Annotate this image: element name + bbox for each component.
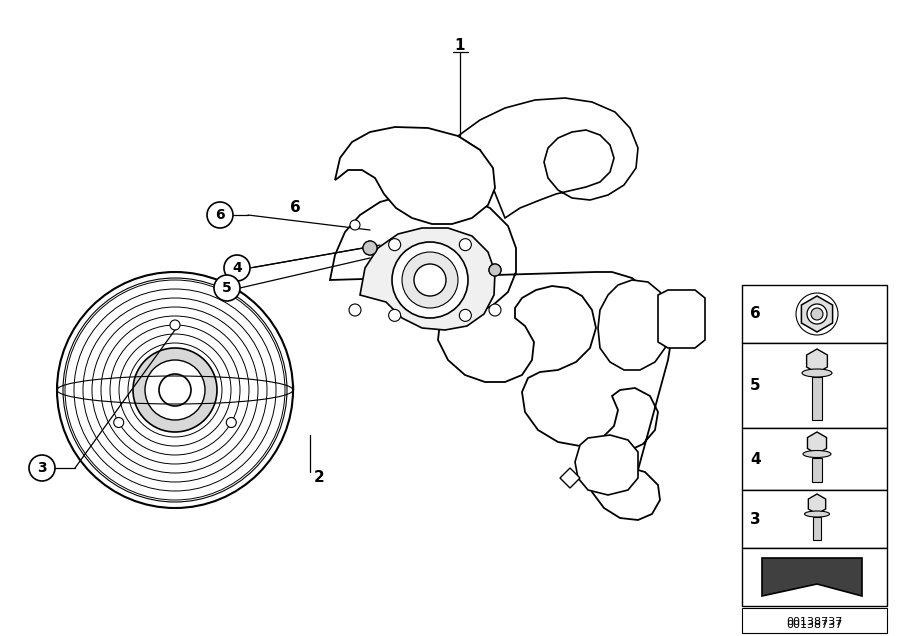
Polygon shape <box>560 468 580 488</box>
Polygon shape <box>360 228 495 330</box>
Polygon shape <box>808 494 825 514</box>
Polygon shape <box>658 290 705 348</box>
Circle shape <box>489 264 501 276</box>
Circle shape <box>363 241 377 255</box>
Bar <box>742 428 887 490</box>
Polygon shape <box>335 127 495 224</box>
Circle shape <box>159 374 191 406</box>
Text: 2: 2 <box>314 471 325 485</box>
Circle shape <box>392 242 468 318</box>
Circle shape <box>389 309 400 321</box>
Text: 00138737: 00138737 <box>787 620 842 630</box>
Bar <box>812 377 822 420</box>
Polygon shape <box>458 98 638 218</box>
Bar <box>742 548 887 606</box>
Circle shape <box>145 360 205 420</box>
Text: 6: 6 <box>290 200 301 216</box>
Text: 3: 3 <box>37 461 47 475</box>
Circle shape <box>811 308 823 320</box>
Text: 4: 4 <box>750 452 760 466</box>
Polygon shape <box>598 280 670 370</box>
Text: 6: 6 <box>215 208 225 222</box>
Polygon shape <box>801 296 832 332</box>
Bar <box>812 458 822 482</box>
Bar <box>742 608 887 633</box>
Bar <box>813 517 821 540</box>
Circle shape <box>489 304 501 316</box>
Bar <box>742 490 887 548</box>
Circle shape <box>414 264 446 296</box>
Circle shape <box>389 238 400 251</box>
Ellipse shape <box>803 450 831 457</box>
Circle shape <box>170 320 180 330</box>
Ellipse shape <box>805 511 830 517</box>
Polygon shape <box>575 435 638 495</box>
Text: 5: 5 <box>750 378 760 393</box>
Bar <box>742 285 887 343</box>
Text: 00138737: 00138737 <box>787 617 842 627</box>
Circle shape <box>133 348 217 432</box>
Ellipse shape <box>802 369 832 377</box>
Bar <box>742 343 887 428</box>
Circle shape <box>489 264 501 276</box>
Polygon shape <box>806 349 827 373</box>
Polygon shape <box>807 432 826 454</box>
Polygon shape <box>762 558 862 596</box>
Circle shape <box>459 309 472 321</box>
Circle shape <box>350 220 360 230</box>
Text: 6: 6 <box>750 307 760 322</box>
Circle shape <box>113 417 123 427</box>
Text: 1: 1 <box>454 38 465 53</box>
Circle shape <box>57 272 293 508</box>
Circle shape <box>807 304 827 324</box>
Circle shape <box>224 255 250 281</box>
Circle shape <box>402 252 458 308</box>
Text: 5: 5 <box>222 281 232 295</box>
Text: 4: 4 <box>232 261 242 275</box>
Text: 3: 3 <box>750 511 760 527</box>
Circle shape <box>459 238 472 251</box>
Circle shape <box>29 455 55 481</box>
Circle shape <box>207 202 233 228</box>
Circle shape <box>65 280 285 500</box>
Circle shape <box>366 244 374 252</box>
Polygon shape <box>330 193 672 520</box>
Circle shape <box>63 278 287 502</box>
Circle shape <box>214 275 240 301</box>
Circle shape <box>363 241 377 255</box>
Circle shape <box>226 417 237 427</box>
Circle shape <box>349 304 361 316</box>
